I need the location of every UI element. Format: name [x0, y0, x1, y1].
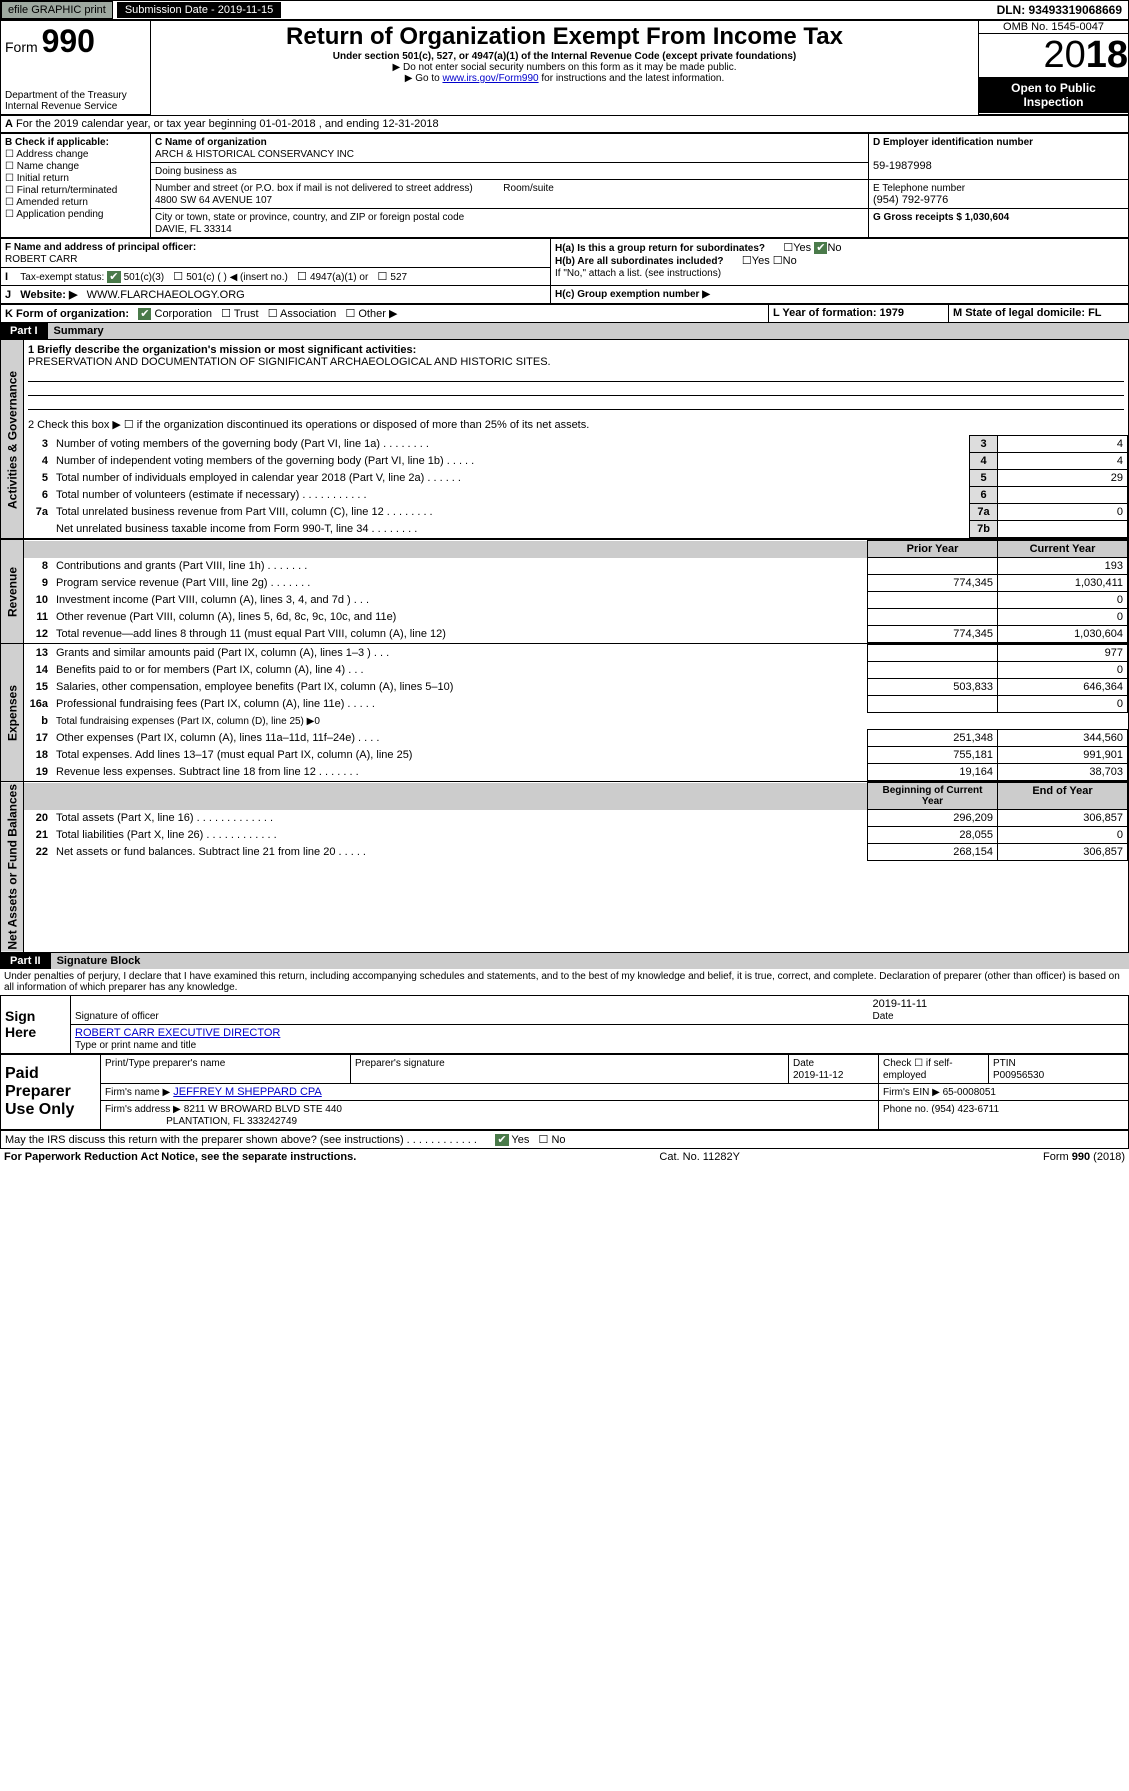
mission-text: PRESERVATION AND DOCUMENTATION OF SIGNIF… [28, 356, 551, 368]
section-c-addr: Number and street (or P.O. box if mail i… [151, 180, 869, 209]
sig-date-label: Date [873, 1011, 894, 1022]
section-hc: H(c) Group exemption number ▶ [551, 286, 1129, 304]
part2-header: Part II Signature Block [0, 953, 1129, 969]
section-h: H(a) Is this a group return for subordin… [551, 239, 1129, 286]
dept-treasury: Department of the Treasury [5, 90, 146, 101]
col-ptin: PTIN [993, 1058, 1016, 1069]
section-j: J Website: ▶ WWW.FLARCHAEOLOGY.ORG [1, 286, 551, 304]
section-e: E Telephone number (954) 792-9776 [869, 180, 1129, 209]
line2: 2 Check this box ▶ ☐ if the organization… [24, 414, 1128, 435]
efile-button[interactable]: efile GRAPHIC print [1, 1, 113, 19]
section-f: F Name and address of principal officer:… [1, 239, 551, 268]
irs-link[interactable]: www.irs.gov/Form990 [442, 73, 538, 84]
form-note1: ▶ Do not enter social security numbers o… [155, 62, 974, 73]
section-b: B Check if applicable: ☐ Address change … [1, 134, 151, 238]
perjury-statement: Under penalties of perjury, I declare th… [0, 969, 1129, 995]
col-date: Date [793, 1058, 814, 1069]
dept-irs: Internal Revenue Service [5, 101, 146, 112]
vert-revenue: Revenue [1, 540, 24, 644]
firm-name-link[interactable]: JEFFREY M SHEPPARD CPA [173, 1086, 322, 1098]
col-preparer-sig: Preparer's signature [355, 1058, 445, 1069]
col-selfemployed: Check ☐ if self-employed [883, 1058, 953, 1081]
sig-officer-label: Signature of officer [75, 1011, 159, 1022]
section-c-dba: Doing business as [151, 163, 869, 180]
dln: DLN: 93493319068669 [991, 1, 1128, 19]
form-note2: ▶ Go to www.irs.gov/Form990 for instruct… [155, 73, 974, 84]
firm-ein: Firm's EIN ▶ 65-0008051 [883, 1087, 996, 1098]
section-a: A For the 2019 calendar year, or tax yea… [1, 116, 1129, 133]
firm-phone: Phone no. (954) 423-6711 [883, 1104, 999, 1115]
firm-addr: 8211 W BROWARD BLVD STE 440 [184, 1104, 342, 1115]
section-d: D Employer identification number 59-1987… [869, 134, 1129, 180]
form-title: Return of Organization Exempt From Incom… [155, 23, 974, 51]
vert-netassets: Net Assets or Fund Balances [1, 782, 24, 953]
vert-governance: Activities & Governance [1, 340, 24, 539]
form-number: Form 990 [5, 23, 146, 60]
section-g: G Gross receipts $ 1,030,604 [869, 209, 1129, 238]
discuss-row: May the IRS discuss this return with the… [1, 1130, 1129, 1148]
paid-preparer-label: Paid Preparer Use Only [1, 1054, 101, 1129]
col-preparer-name: Print/Type preparer's name [105, 1058, 225, 1069]
vert-expenses: Expenses [1, 644, 24, 782]
form-subtitle: Under section 501(c), 527, or 4947(a)(1)… [155, 51, 974, 62]
part1-header: Part I Summary [0, 323, 1129, 339]
section-l: L Year of formation: 1979 [769, 305, 949, 323]
sign-here-label: Sign Here [1, 995, 71, 1053]
open-public-badge: Open to PublicInspection [979, 77, 1128, 113]
top-bar: efile GRAPHIC print Submission Date - 20… [0, 0, 1129, 20]
officer-name-link[interactable]: ROBERT CARR EXECUTIVE DIRECTOR [75, 1027, 280, 1039]
omb-number: OMB No. 1545-0047 [979, 21, 1128, 34]
section-m: M State of legal domicile: FL [949, 305, 1129, 323]
sig-date-val: 2019-11-11 [873, 998, 928, 1010]
type-name-label: Type or print name and title [75, 1040, 196, 1051]
header-table: Form 990 Department of the Treasury Inte… [0, 20, 1129, 115]
section-c-city: City or town, state or province, country… [151, 209, 869, 238]
section-c-name: C Name of organization ARCH & HISTORICAL… [151, 134, 869, 163]
section-k: K Form of organization: ✔ Corporation ☐ … [1, 305, 769, 323]
submission-date: Submission Date - 2019-11-15 [117, 2, 281, 18]
line1-label: 1 Briefly describe the organization's mi… [28, 344, 416, 356]
section-i: I Tax-exempt status: ✔ 501(c)(3) ☐ 501(c… [1, 268, 551, 286]
footer: For Paperwork Reduction Act Notice, see … [0, 1149, 1129, 1165]
tax-year: 2018 [979, 34, 1128, 77]
